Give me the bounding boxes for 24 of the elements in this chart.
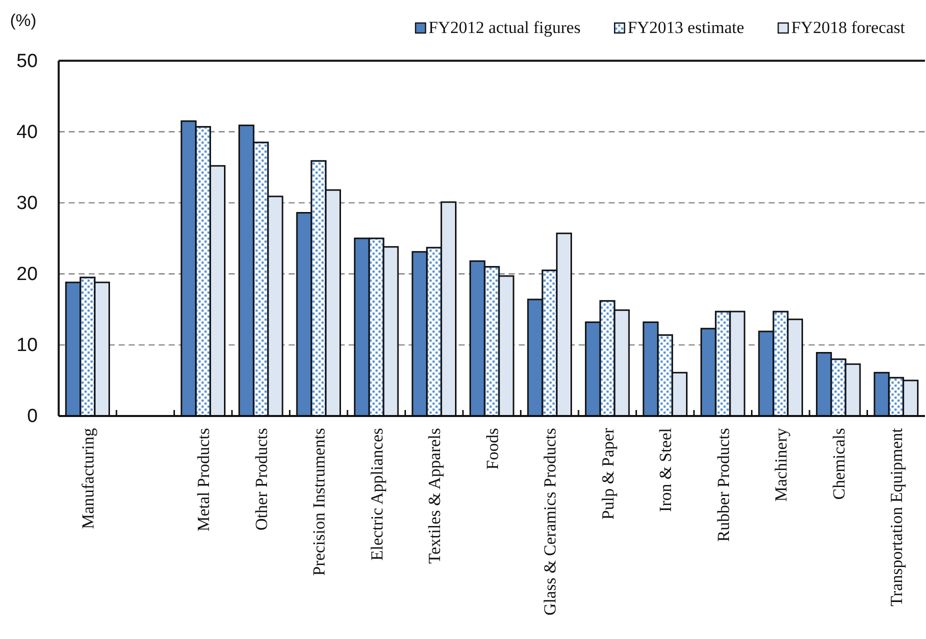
y-tick-label: 10 [16,335,38,356]
x-tick-label: Manufacturing [78,428,98,530]
y-tick-label: 0 [27,406,38,428]
x-tick-label: Chemicals [829,428,848,500]
x-tick-label: Precision Instruments [310,428,329,576]
x-tick-label: Pulp & Paper [598,428,618,520]
x-tick-label: Foods [482,428,502,470]
y-tick-label: 20 [16,264,38,285]
x-tick-label: Glass & Ceramics Products [540,428,560,616]
x-tick-label: Transportation Equipment [887,428,906,606]
legend-label: FY2013 estimate [628,18,744,37]
y-axis-title: (%) [10,11,36,30]
legend-label: FY2018 forecast [791,18,906,37]
x-tick-label: Electric Appliances [367,428,386,561]
y-tick-label: 50 [16,50,38,72]
x-tick-label: Textiles & Apparels [425,428,444,564]
x-tick-label: Rubber Products [714,428,733,542]
legend-label: FY2012 actual figures [428,18,581,37]
y-tick-label: 40 [16,122,38,143]
x-tick-label: Iron & Steel [656,428,676,512]
x-tick-label: Metal Products [194,428,214,532]
x-tick-label: Machinery [772,428,791,502]
x-tick-label: Other Products [252,428,271,530]
y-tick-label: 30 [16,192,38,214]
